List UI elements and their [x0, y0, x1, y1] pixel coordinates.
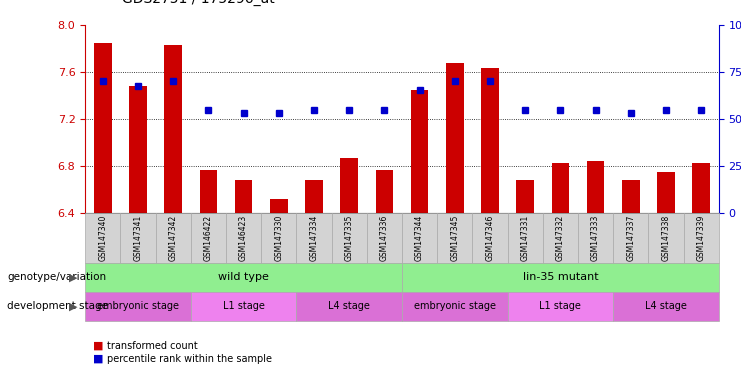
Text: GSM147334: GSM147334	[310, 215, 319, 261]
Text: embryonic stage: embryonic stage	[413, 301, 496, 311]
Text: wild type: wild type	[218, 272, 269, 283]
Bar	[411, 89, 428, 213]
Text: GSM147339: GSM147339	[697, 215, 705, 261]
Text: GSM146422: GSM146422	[204, 215, 213, 261]
Text: GSM147344: GSM147344	[415, 215, 424, 261]
Text: GSM147331: GSM147331	[521, 215, 530, 261]
Text: GSM147335: GSM147335	[345, 215, 353, 261]
Bar	[551, 162, 569, 213]
Text: development stage: development stage	[7, 301, 108, 311]
Text: GSM147336: GSM147336	[380, 215, 389, 261]
Bar	[446, 63, 464, 213]
Text: GSM147341: GSM147341	[133, 215, 142, 261]
Text: transformed count: transformed count	[107, 341, 198, 351]
Bar	[199, 170, 217, 213]
Text: GSM147340: GSM147340	[99, 215, 107, 261]
Text: lin-35 mutant: lin-35 mutant	[522, 272, 598, 283]
Bar	[376, 170, 393, 213]
Bar	[481, 68, 499, 213]
Text: GSM147345: GSM147345	[451, 215, 459, 261]
Text: GSM147330: GSM147330	[274, 215, 283, 261]
Bar	[622, 180, 639, 213]
Text: GSM147333: GSM147333	[591, 215, 600, 261]
Bar	[692, 162, 710, 213]
Text: percentile rank within the sample: percentile rank within the sample	[107, 354, 273, 364]
Text: GSM147332: GSM147332	[556, 215, 565, 261]
Text: embryonic stage: embryonic stage	[97, 301, 179, 311]
Bar	[94, 43, 112, 213]
Text: ▶: ▶	[70, 301, 78, 311]
Text: GSM147346: GSM147346	[485, 215, 494, 261]
Text: GDS2751 / 175296_at: GDS2751 / 175296_at	[122, 0, 275, 6]
Text: GSM147337: GSM147337	[626, 215, 635, 261]
Text: ■: ■	[93, 341, 103, 351]
Bar	[340, 158, 358, 213]
Bar	[657, 172, 675, 213]
Bar	[129, 86, 147, 213]
Bar	[235, 180, 253, 213]
Bar	[165, 45, 182, 213]
Text: L1 stage: L1 stage	[222, 301, 265, 311]
Text: genotype/variation: genotype/variation	[7, 272, 107, 283]
Bar	[305, 180, 323, 213]
Text: L4 stage: L4 stage	[328, 301, 370, 311]
Bar	[587, 161, 605, 213]
Bar	[270, 199, 288, 213]
Text: ■: ■	[93, 354, 103, 364]
Text: L1 stage: L1 stage	[539, 301, 582, 311]
Text: GSM147338: GSM147338	[662, 215, 671, 261]
Text: GSM147342: GSM147342	[169, 215, 178, 261]
Bar	[516, 180, 534, 213]
Text: GSM146423: GSM146423	[239, 215, 248, 261]
Text: ▶: ▶	[70, 272, 78, 283]
Text: L4 stage: L4 stage	[645, 301, 687, 311]
